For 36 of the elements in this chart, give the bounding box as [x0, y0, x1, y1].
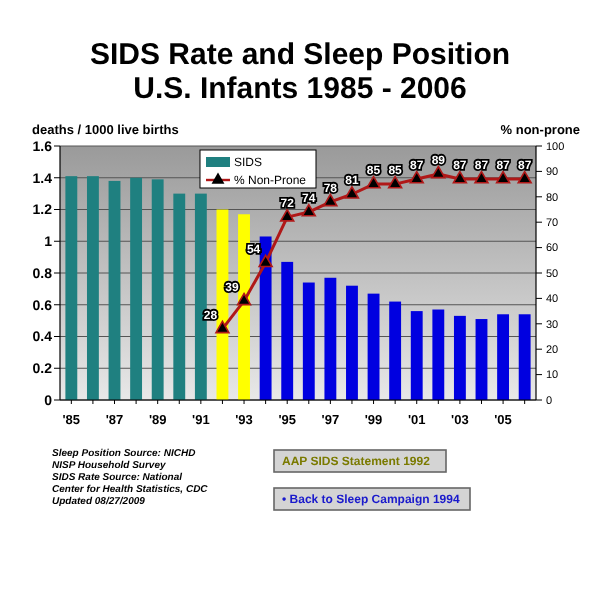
point: [452, 170, 468, 184]
point: [366, 175, 381, 189]
bar: [65, 176, 78, 400]
bar: [475, 319, 488, 400]
bar: [453, 315, 466, 400]
point: [344, 186, 360, 199]
point: [495, 170, 511, 184]
bar: [497, 314, 510, 400]
bar: [518, 314, 531, 400]
point: [323, 193, 338, 207]
point: [474, 170, 489, 184]
bar: [86, 176, 99, 400]
bar: [259, 236, 272, 400]
point: [215, 320, 230, 334]
bar: [346, 285, 358, 400]
bar: [302, 282, 315, 400]
chart-title: SIDS Rate and Sleep Position U.S. Infants 1985 - 2006: [89, 38, 511, 106]
bar: [151, 179, 164, 400]
point: [409, 170, 424, 184]
point: [387, 175, 403, 189]
bar: [432, 309, 445, 400]
point: [279, 208, 295, 222]
bar: [367, 293, 380, 400]
bar: [324, 277, 337, 400]
bar: [410, 311, 423, 400]
bar: [108, 180, 121, 400]
bar: [281, 261, 294, 400]
point: [258, 254, 273, 268]
point: [301, 203, 317, 217]
bar: [238, 214, 250, 400]
bar: [389, 301, 402, 400]
point: [236, 292, 252, 306]
point: [517, 170, 532, 184]
point: [431, 165, 446, 179]
bar: [130, 177, 143, 400]
bar: [173, 193, 186, 400]
